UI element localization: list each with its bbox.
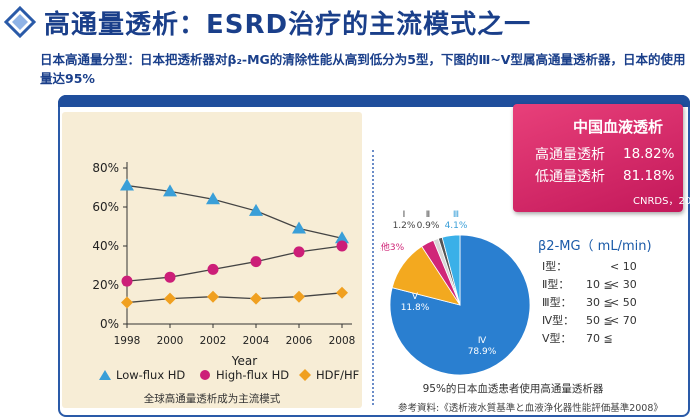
series-line [126, 292, 343, 304]
pie-slice-label: 11.8% [401, 303, 430, 313]
logo-icon [4, 6, 36, 38]
legend-label-hdf: HDF/HF [316, 368, 360, 382]
diamond-marker-icon [299, 369, 311, 381]
b2m-table-cell: Ⅱ型： [542, 278, 570, 291]
data-point [207, 290, 219, 303]
pie-slice-label: Ⅴ [412, 292, 419, 302]
pie-slice-label: Ⅳ [478, 336, 487, 346]
data-point [164, 271, 176, 283]
b2m-table-cell: Ⅳ型： [542, 314, 575, 327]
b2m-table-cell: Ⅲ型： [542, 296, 572, 309]
china-stat-label: 高通量透析 [535, 147, 605, 163]
b2m-table-cell: < 50 [610, 296, 637, 309]
data-point [163, 184, 177, 197]
pie-slice-label: 78.9% [468, 347, 497, 357]
panel-divider [372, 150, 374, 405]
page-subtitle: 日本高通量分型：日本把透析器对β₂-MG的清除性能从高到低分为5型，下图的Ⅲ~V… [40, 52, 686, 86]
y-tick-label: 20% [92, 278, 119, 292]
x-tick-label: 2000 [157, 335, 184, 347]
china-stat-value: 18.82% [623, 146, 675, 162]
b2m-table-row: Ⅴ型： 70 ≦ [542, 330, 613, 346]
x-tick-label: 2004 [243, 335, 270, 347]
x-tick-label: 2006 [286, 335, 313, 347]
x-tick-label: 2002 [200, 335, 227, 347]
pie-slice [441, 234, 461, 306]
legend-item-hdf: HDF/HF [298, 368, 359, 382]
b2m-table-cell: < 30 [610, 278, 637, 291]
b2m-table-cell: 30 ≦ [586, 296, 613, 309]
data-point [207, 263, 219, 275]
china-stats-box: 中国血液透析 高通量透析 18.82% 低通量透析 81.18% CNRDS，2… [513, 104, 700, 212]
reference-note: 参考資料:《透析液水質基準と血液浄化器性能評価基準2008》 [398, 403, 663, 414]
data-point [164, 292, 176, 305]
china-stat-value: 81.18% [623, 168, 675, 184]
data-point [249, 203, 263, 216]
page-title: 高通量透析：ESRD治疗的主流模式之一 [44, 10, 532, 40]
pie-slice-label: 0.9% [417, 221, 440, 231]
y-tick-label: 60% [92, 200, 119, 214]
data-point [336, 286, 348, 299]
line-chart: 0% 20% 40% 60% 80% 1998 2000 2002 2004 2006 2008 Ye… [92, 161, 356, 368]
data-point [336, 240, 348, 252]
china-stats-heading: 中国血液透析 [573, 118, 664, 136]
legend-label-high-flux: High-flux HD [216, 368, 290, 382]
pie-slice-label: 4.1% [445, 221, 468, 231]
data-point [335, 231, 349, 244]
x-tick-label: 1998 [114, 335, 141, 347]
b2m-table-cell: Ⅰ型： [542, 260, 568, 273]
pie-chart-caption: 95%的日本血透患者使用高通量透析器 [422, 383, 604, 395]
b2m-table-row: Ⅱ型： 10 ≦< 30 [542, 276, 637, 292]
x-axis-label: Year [231, 354, 257, 368]
legend-item-low-flux: Low-flux HD [98, 368, 185, 382]
line-chart-caption: 全球高通量透析成为主流模式 [143, 393, 281, 405]
data-point [293, 290, 305, 303]
data-point [250, 256, 262, 268]
b2m-table-title: β2-MG（ mL/min) [538, 239, 652, 254]
b2m-table-cell: < 10 [610, 260, 637, 273]
line-chart-legend: Low-flux HD High-flux HD HDF/HF [98, 368, 363, 386]
b2m-table-cell: Ⅴ型： [542, 332, 572, 345]
line-chart-card [62, 112, 362, 408]
data-point [293, 246, 305, 258]
pie-slice-label: 其他3% [380, 241, 405, 253]
pie-slice-label: Ⅱ [426, 210, 430, 220]
legend-item-high-flux: High-flux HD [198, 368, 289, 382]
china-stat-label: 低通量透析 [535, 169, 605, 185]
pie-slice-label: Ⅰ [403, 210, 406, 220]
data-point [206, 192, 220, 205]
b2m-table-row: Ⅳ型： 50 ≦< 70 [542, 312, 637, 328]
data-point [292, 221, 306, 234]
series-line [126, 184, 343, 239]
circle-marker-icon [200, 370, 210, 380]
data-point [250, 292, 262, 305]
b2m-table-cell: < 70 [610, 314, 637, 327]
data-point [121, 275, 133, 287]
legend-label-low-flux: Low-flux HD [116, 368, 186, 382]
y-tick-label: 80% [92, 161, 119, 175]
b2m-table-row: Ⅰ型： < 10 [542, 258, 637, 274]
y-tick-label: 40% [92, 239, 119, 253]
pie-slice-label: Ⅲ [453, 210, 459, 220]
x-tick-label: 2008 [329, 335, 356, 347]
b2m-table-cell: 70 ≦ [586, 332, 613, 345]
b2m-table-cell: 10 ≦ [586, 278, 613, 291]
b2m-table-row: Ⅲ型： 30 ≦< 50 [542, 294, 637, 310]
data-point [120, 178, 134, 191]
china-stats-source: CNRDS，2010 [633, 196, 700, 207]
series-line [126, 245, 343, 282]
data-point [121, 296, 133, 309]
b2m-table-cell: 50 ≦ [586, 314, 613, 327]
triangle-marker-icon [99, 370, 111, 380]
pie-slice-label: 1.2% [393, 221, 416, 231]
y-tick-label: 0% [100, 317, 119, 331]
